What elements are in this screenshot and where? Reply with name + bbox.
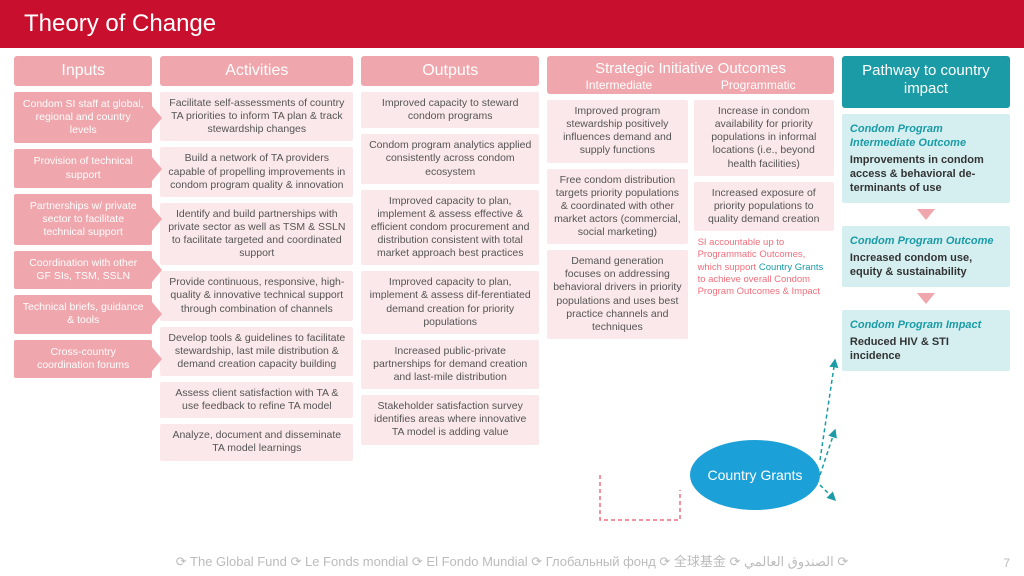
input-item: Cross-country coordination forums	[14, 340, 152, 378]
input-item: Provision of technical support	[14, 149, 152, 187]
footer-brands: ⟳ The Global Fund ⟳ Le Fonds mondial ⟳ E…	[0, 551, 1024, 570]
si-intermediate-col: Improved program stewardship positively …	[547, 100, 687, 339]
si-intermediate-item: Demand generation focuses on addressing …	[547, 250, 687, 339]
output-item: Increased public-private partnerships fo…	[361, 340, 539, 389]
activity-item: Identify and build partnerships with pri…	[160, 203, 353, 266]
header-activities: Activities	[160, 56, 353, 86]
activity-item: Assess client satisfaction with TA & use…	[160, 382, 353, 418]
column-outputs: Outputs Improved capacity to steward con…	[361, 56, 539, 461]
activity-item: Build a network of TA providers capable …	[160, 147, 353, 196]
header-si-main: Strategic Initiative Outcomes	[551, 60, 830, 77]
header-outputs: Outputs	[361, 56, 539, 86]
pathway-box: Condom Program Outcome Increased condom …	[842, 226, 1010, 287]
page-number: 7	[1003, 556, 1010, 570]
pathway-box: Condom Program Impact Reduced HIV & STI …	[842, 310, 1010, 371]
down-arrow-icon	[917, 293, 935, 304]
si-programmatic-item: Increase in condom availability for prio…	[694, 100, 834, 176]
pathway-box-body: Reduced HIV & STI incidence	[850, 335, 1002, 364]
output-item: Improved capacity to plan, implement & a…	[361, 190, 539, 266]
header-si-sub1: Intermediate	[586, 78, 653, 92]
pathway-box-body: Improvements in condom access & behavior…	[850, 153, 1002, 196]
si-programmatic-col: Increase in condom availability for prio…	[694, 100, 834, 339]
pathway-box-title: Condom Program Impact	[850, 318, 1002, 332]
input-item: Condom SI staff at global, regional and …	[14, 92, 152, 143]
input-item: Partnerships w/ private sector to facili…	[14, 194, 152, 245]
activity-item: Facilitate self-assessments of country T…	[160, 92, 353, 141]
si-programmatic-item: Increased exposure of priority populatio…	[694, 182, 834, 231]
si-accountability-note: SI accountable up to Programmatic Outcom…	[694, 237, 834, 299]
pathway-box-title: Condom Program Outcome	[850, 234, 1002, 248]
header-si: Strategic Initiative Outcomes Intermedia…	[547, 56, 834, 94]
pathway-box-body: Increased condom use, equity & sustainab…	[850, 251, 1002, 280]
pathway-box-title: Condom Program Intermediate Outcome	[850, 122, 1002, 151]
output-item: Improved capacity to steward condom prog…	[361, 92, 539, 128]
activity-item: Develop tools & guidelines to facilitate…	[160, 327, 353, 376]
page-title: Theory of Change	[0, 0, 1024, 48]
header-inputs: Inputs	[14, 56, 152, 86]
country-grants-node: Country Grants	[690, 440, 820, 510]
header-pathway: Pathway to country impact	[842, 56, 1010, 108]
output-item: Condom program analytics applied consist…	[361, 134, 539, 183]
column-inputs: Inputs Condom SI staff at global, region…	[14, 56, 152, 461]
column-activities: Activities Facilitate self-assessments o…	[160, 56, 353, 461]
output-item: Improved capacity to plan, implement & a…	[361, 271, 539, 334]
down-arrow-icon	[917, 209, 935, 220]
output-item: Stakeholder satisfaction survey identifi…	[361, 395, 539, 444]
activity-item: Analyze, document and disseminate TA mod…	[160, 424, 353, 460]
activity-item: Provide continuous, responsive, high-qua…	[160, 271, 353, 320]
column-strategic-initiative: Strategic Initiative Outcomes Intermedia…	[547, 56, 834, 461]
si-intermediate-item: Free condom distribution targets priorit…	[547, 169, 687, 245]
column-pathway: Pathway to country impact Condom Program…	[842, 56, 1010, 461]
diagram-stage: Inputs Condom SI staff at global, region…	[0, 48, 1024, 461]
si-intermediate-item: Improved program stewardship positively …	[547, 100, 687, 163]
input-item: Coordination with other GF SIs, TSM, SSL…	[14, 251, 152, 289]
pathway-box: Condom Program Intermediate Outcome Impr…	[842, 114, 1010, 203]
header-si-sub2: Programmatic	[721, 78, 796, 92]
input-item: Technical briefs, guidance & tools	[14, 295, 152, 333]
